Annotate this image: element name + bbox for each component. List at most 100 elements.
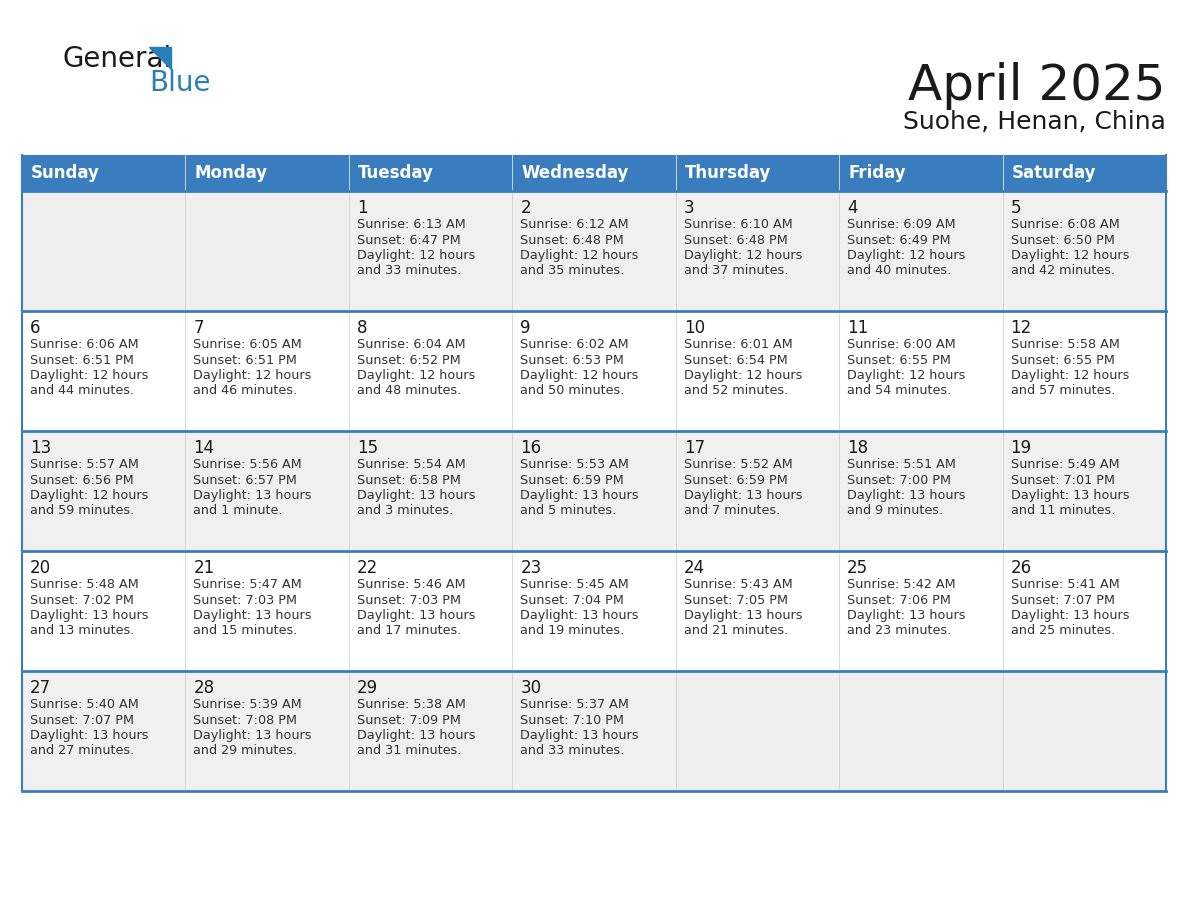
Text: 7: 7 — [194, 319, 204, 337]
Bar — [512, 191, 676, 311]
Text: and 25 minutes.: and 25 minutes. — [1011, 624, 1114, 637]
Text: 8: 8 — [356, 319, 367, 337]
Bar — [676, 191, 839, 311]
Text: and 57 minutes.: and 57 minutes. — [1011, 385, 1116, 397]
Text: Sunset: 6:57 PM: Sunset: 6:57 PM — [194, 474, 297, 487]
Bar — [512, 551, 676, 671]
Text: 6: 6 — [30, 319, 40, 337]
Text: Daylight: 12 hours: Daylight: 12 hours — [520, 369, 639, 382]
Text: Sunset: 6:48 PM: Sunset: 6:48 PM — [520, 233, 624, 247]
Text: Sunrise: 5:57 AM: Sunrise: 5:57 AM — [30, 458, 139, 471]
Text: Sunrise: 5:42 AM: Sunrise: 5:42 AM — [847, 578, 956, 591]
Text: Sunset: 6:59 PM: Sunset: 6:59 PM — [520, 474, 624, 487]
Bar — [349, 191, 512, 311]
Bar — [349, 311, 512, 431]
Text: and 21 minutes.: and 21 minutes. — [684, 624, 788, 637]
Text: and 54 minutes.: and 54 minutes. — [847, 385, 952, 397]
Text: Sunrise: 5:38 AM: Sunrise: 5:38 AM — [356, 698, 466, 711]
Text: Daylight: 12 hours: Daylight: 12 hours — [847, 369, 966, 382]
Text: Daylight: 12 hours: Daylight: 12 hours — [684, 249, 802, 262]
Text: 2: 2 — [520, 199, 531, 217]
Text: Sunset: 7:09 PM: Sunset: 7:09 PM — [356, 713, 461, 726]
Text: Thursday: Thursday — [684, 164, 771, 182]
Text: Daylight: 12 hours: Daylight: 12 hours — [684, 369, 802, 382]
Text: and 3 minutes.: and 3 minutes. — [356, 505, 453, 518]
Text: Sunset: 6:48 PM: Sunset: 6:48 PM — [684, 233, 788, 247]
Bar — [185, 191, 349, 311]
Text: Sunset: 6:50 PM: Sunset: 6:50 PM — [1011, 233, 1114, 247]
Text: Sunset: 7:00 PM: Sunset: 7:00 PM — [847, 474, 952, 487]
Text: 24: 24 — [684, 559, 704, 577]
Text: Sunset: 7:03 PM: Sunset: 7:03 PM — [356, 594, 461, 607]
Bar — [839, 551, 1003, 671]
Text: Sunrise: 6:06 AM: Sunrise: 6:06 AM — [30, 338, 139, 351]
Text: Sunset: 7:10 PM: Sunset: 7:10 PM — [520, 713, 624, 726]
Bar — [23, 551, 185, 671]
Text: Sunset: 7:06 PM: Sunset: 7:06 PM — [847, 594, 952, 607]
Text: Tuesday: Tuesday — [358, 164, 434, 182]
Text: Daylight: 13 hours: Daylight: 13 hours — [30, 729, 148, 742]
Text: and 48 minutes.: and 48 minutes. — [356, 385, 461, 397]
Text: and 23 minutes.: and 23 minutes. — [847, 624, 952, 637]
Text: Sunrise: 5:58 AM: Sunrise: 5:58 AM — [1011, 338, 1119, 351]
Text: 12: 12 — [1011, 319, 1032, 337]
Text: and 17 minutes.: and 17 minutes. — [356, 624, 461, 637]
Bar — [185, 671, 349, 791]
Text: Daylight: 13 hours: Daylight: 13 hours — [194, 729, 312, 742]
Text: and 9 minutes.: and 9 minutes. — [847, 505, 943, 518]
Text: Sunset: 7:05 PM: Sunset: 7:05 PM — [684, 594, 788, 607]
Text: 29: 29 — [356, 679, 378, 697]
Text: Sunrise: 5:39 AM: Sunrise: 5:39 AM — [194, 698, 302, 711]
Bar — [23, 671, 185, 791]
Text: 14: 14 — [194, 439, 215, 457]
Bar — [185, 155, 349, 191]
Text: and 33 minutes.: and 33 minutes. — [356, 264, 461, 277]
Bar — [23, 431, 185, 551]
Text: Sunset: 6:55 PM: Sunset: 6:55 PM — [847, 353, 952, 366]
Bar — [23, 191, 185, 311]
Text: Sunset: 6:53 PM: Sunset: 6:53 PM — [520, 353, 624, 366]
Text: Saturday: Saturday — [1011, 164, 1097, 182]
Text: 30: 30 — [520, 679, 542, 697]
Bar — [676, 155, 839, 191]
Text: Daylight: 12 hours: Daylight: 12 hours — [1011, 249, 1129, 262]
Text: Daylight: 13 hours: Daylight: 13 hours — [847, 609, 966, 622]
Text: and 59 minutes.: and 59 minutes. — [30, 505, 134, 518]
Text: Daylight: 13 hours: Daylight: 13 hours — [356, 609, 475, 622]
Text: Sunset: 6:52 PM: Sunset: 6:52 PM — [356, 353, 461, 366]
Text: Sunrise: 5:47 AM: Sunrise: 5:47 AM — [194, 578, 302, 591]
Text: Daylight: 13 hours: Daylight: 13 hours — [194, 609, 312, 622]
Bar — [512, 431, 676, 551]
Text: Sunset: 7:02 PM: Sunset: 7:02 PM — [30, 594, 134, 607]
Text: Sunrise: 6:08 AM: Sunrise: 6:08 AM — [1011, 218, 1119, 231]
Text: and 19 minutes.: and 19 minutes. — [520, 624, 625, 637]
Text: Sunrise: 5:51 AM: Sunrise: 5:51 AM — [847, 458, 956, 471]
Text: 9: 9 — [520, 319, 531, 337]
Text: 10: 10 — [684, 319, 704, 337]
Bar — [676, 311, 839, 431]
Text: Daylight: 13 hours: Daylight: 13 hours — [520, 609, 639, 622]
Text: and 15 minutes.: and 15 minutes. — [194, 624, 298, 637]
Text: Sunrise: 5:49 AM: Sunrise: 5:49 AM — [1011, 458, 1119, 471]
Text: Daylight: 12 hours: Daylight: 12 hours — [30, 369, 148, 382]
Text: 1: 1 — [356, 199, 367, 217]
Bar — [1003, 671, 1165, 791]
Text: Sunday: Sunday — [31, 164, 100, 182]
Text: and 37 minutes.: and 37 minutes. — [684, 264, 788, 277]
Text: and 35 minutes.: and 35 minutes. — [520, 264, 625, 277]
Text: 26: 26 — [1011, 559, 1031, 577]
Text: Daylight: 12 hours: Daylight: 12 hours — [30, 489, 148, 502]
Text: and 13 minutes.: and 13 minutes. — [30, 624, 134, 637]
Text: and 42 minutes.: and 42 minutes. — [1011, 264, 1114, 277]
Text: Sunrise: 5:46 AM: Sunrise: 5:46 AM — [356, 578, 466, 591]
Bar — [349, 155, 512, 191]
Text: Sunset: 6:54 PM: Sunset: 6:54 PM — [684, 353, 788, 366]
Text: Daylight: 13 hours: Daylight: 13 hours — [356, 489, 475, 502]
Text: 27: 27 — [30, 679, 51, 697]
Text: Sunset: 7:07 PM: Sunset: 7:07 PM — [30, 713, 134, 726]
Text: 23: 23 — [520, 559, 542, 577]
Text: 19: 19 — [1011, 439, 1031, 457]
Text: Sunrise: 5:40 AM: Sunrise: 5:40 AM — [30, 698, 139, 711]
Text: Daylight: 13 hours: Daylight: 13 hours — [520, 729, 639, 742]
Text: 20: 20 — [30, 559, 51, 577]
